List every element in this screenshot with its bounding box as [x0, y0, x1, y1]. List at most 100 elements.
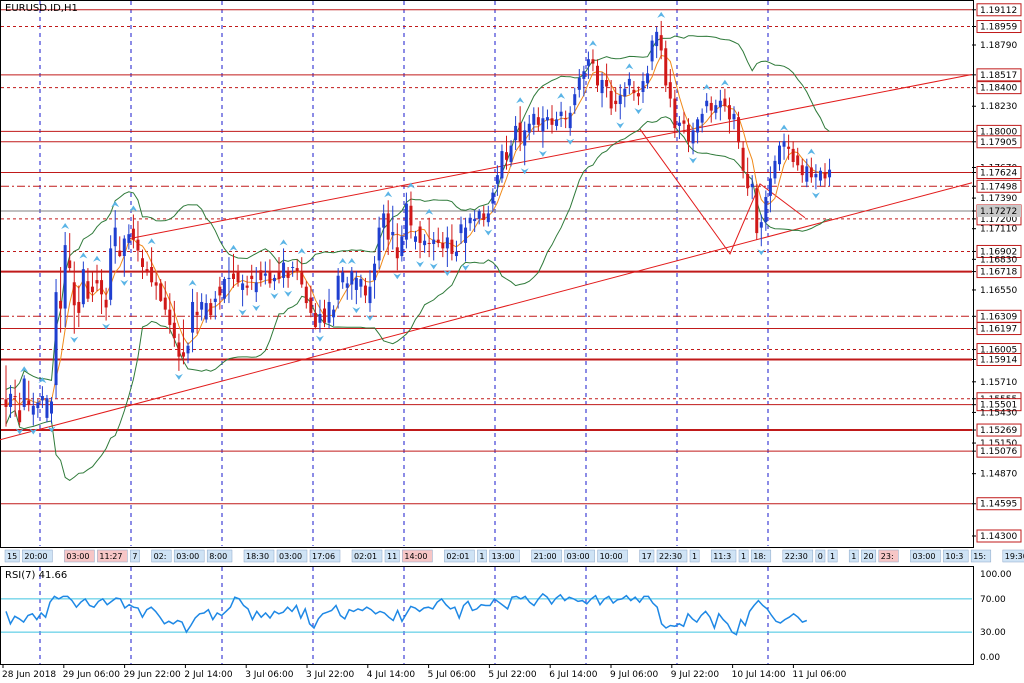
candle-body	[768, 178, 772, 196]
candle-body	[168, 309, 172, 325]
fractal-down-icon	[366, 314, 374, 321]
event-label: 20:00	[24, 552, 47, 561]
price-tick-label: 1.15150	[980, 439, 1017, 449]
zigzag-line	[639, 128, 806, 255]
rsi-title: RSI(7) 41.66	[5, 570, 67, 581]
event-label: 18:30	[246, 552, 269, 561]
price-label-box	[976, 398, 1022, 412]
candle-body	[268, 271, 272, 284]
fractal-down-icon	[102, 323, 111, 330]
rsi-axis: 100.00 70.00 30.00 0.00	[980, 570, 1012, 663]
event-marker	[173, 549, 205, 563]
time-tick-label: 4 Jul 14:00	[367, 670, 416, 680]
candle-body	[254, 282, 258, 293]
event-label: 02:01	[446, 552, 469, 561]
candle-body	[113, 227, 117, 247]
current-price-label: 1.17272	[980, 207, 1017, 217]
time-tick-label: 3 Jul 06:00	[245, 670, 294, 680]
candle-body	[655, 31, 659, 47]
fractal-down-icon	[689, 157, 698, 164]
candle-body	[159, 283, 163, 301]
event-marker	[243, 549, 275, 563]
event-label: 15:	[973, 552, 986, 561]
event-marker	[531, 549, 562, 563]
fractal-down-icon	[416, 261, 425, 268]
event-marker	[309, 549, 341, 563]
candle-body	[555, 119, 559, 126]
fractal-down-icon	[461, 264, 470, 271]
candle-body	[818, 170, 822, 181]
fractal-up-icon	[702, 84, 711, 91]
event-marker	[444, 549, 475, 563]
event-label: 1	[851, 552, 856, 561]
candle-body	[600, 79, 604, 94]
candle-body	[709, 102, 713, 111]
candle-body	[163, 297, 167, 310]
candle-body	[414, 236, 417, 242]
candle-body	[646, 73, 650, 84]
candle-body	[286, 272, 290, 278]
fractal-up-icon	[297, 248, 306, 255]
candle-body	[236, 271, 240, 283]
rsi-tick-label: 30.00	[980, 628, 1006, 638]
price-tick-label: 1.15269	[980, 426, 1017, 436]
time-tick-label: 28 Jun 2018	[2, 670, 56, 680]
candle-body	[727, 105, 731, 120]
rsi-tick-label: 0.00	[980, 653, 1000, 663]
candle-body	[200, 301, 204, 310]
rsi-line	[5, 592, 808, 636]
event-marker	[943, 549, 969, 563]
fractal-up-icon	[38, 377, 47, 384]
fractal-down-icon	[174, 373, 183, 380]
candle-body	[618, 95, 622, 105]
candle-body	[505, 152, 508, 160]
candle-body	[605, 79, 609, 87]
event-marker	[151, 549, 172, 563]
fractal-down-icon	[238, 309, 247, 316]
candle-body	[741, 147, 745, 171]
candle-body	[627, 78, 631, 86]
event-marker	[4, 549, 20, 563]
candle-body	[241, 283, 245, 290]
event-marker	[815, 549, 826, 563]
fractal-down-icon	[538, 150, 547, 157]
candle-body	[391, 231, 395, 236]
candle-body	[436, 239, 440, 243]
time-tick-label: 9 Jul 06:00	[610, 670, 659, 680]
price-tick-label: 1.15430	[980, 408, 1017, 418]
event-label: 1	[741, 552, 746, 561]
candle-body	[232, 273, 235, 280]
fractal-up-icon	[588, 40, 597, 47]
fractal-down-icon	[120, 279, 129, 286]
fractal-down-icon	[757, 249, 766, 256]
price-label-box	[976, 135, 1022, 149]
price-tick-label: 1.18000	[980, 127, 1017, 137]
fractal-down-icon	[616, 122, 625, 129]
time-tick-label: 29 Jun 22:00	[124, 670, 181, 680]
price-tick-label: 1.16309	[980, 312, 1017, 322]
event-marker	[861, 549, 877, 563]
candle-body	[382, 213, 386, 228]
event-label: 17	[642, 552, 652, 561]
price-label-box	[976, 3, 1022, 17]
fractal-down-icon	[315, 335, 324, 342]
fractal-down-icon	[252, 304, 261, 311]
price-tick-label: 1.17624	[980, 169, 1017, 179]
candle-body	[800, 165, 804, 176]
channel-upper-line	[129, 74, 973, 240]
candle-body	[737, 117, 741, 143]
price-tick-label: 1.14300	[980, 532, 1017, 542]
candle-body	[596, 65, 599, 86]
event-label: 17:06	[312, 552, 335, 561]
event-marker	[827, 549, 838, 563]
candle-body	[500, 151, 504, 179]
candle-body	[764, 196, 768, 223]
price-tick-label: 1.15501	[980, 401, 1017, 411]
fractal-up-icon	[406, 182, 415, 189]
candle-body	[195, 311, 199, 316]
candle-body	[718, 100, 722, 108]
event-label: 1	[479, 552, 484, 561]
candle-body	[573, 94, 577, 106]
candle-body	[313, 312, 317, 328]
